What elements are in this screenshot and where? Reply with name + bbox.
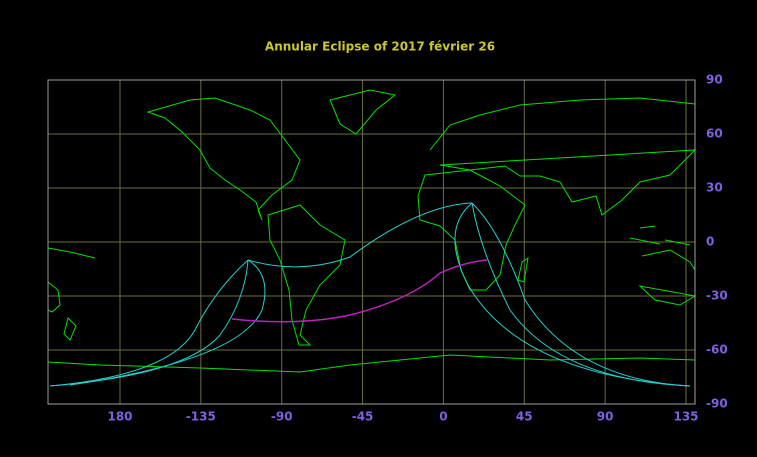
y-tick-label: 30 (706, 181, 723, 195)
australia-east (47, 281, 61, 313)
greenland (329, 89, 397, 135)
x-tick-label: -45 (352, 410, 374, 424)
x-tick-label: 90 (597, 410, 614, 424)
antarctica (47, 354, 696, 373)
graticule (48, 80, 695, 404)
y-tick-label: 90 (706, 73, 723, 87)
x-tick-label: 180 (107, 410, 132, 424)
eurasia (429, 97, 697, 216)
map-title: Annular Eclipse of 2017 février 26 (265, 40, 495, 54)
x-tick-label: 0 (439, 410, 447, 424)
west-limit-3 (69, 259, 266, 386)
new-zealand (63, 317, 77, 341)
central-line (231, 259, 488, 323)
east-limit-2 (471, 202, 691, 387)
y-tick-label: -60 (706, 343, 728, 357)
x-tick-label: -135 (186, 410, 216, 424)
east-limit-3 (471, 202, 691, 387)
x-tick-label: 135 (673, 410, 698, 424)
south-america (267, 204, 346, 346)
eclipse-path (49, 202, 691, 387)
x-tick-label: -90 (271, 410, 293, 424)
west-limit-2 (49, 259, 249, 387)
north-america (146, 97, 301, 221)
madagascar (517, 256, 529, 283)
australia (638, 249, 697, 306)
east-limit-1 (454, 202, 691, 387)
map-frame (47, 79, 696, 405)
west-limit-1 (49, 259, 249, 387)
y-tick-label: 60 (706, 127, 723, 141)
northern-limit (247, 202, 473, 268)
indonesia (47, 225, 691, 259)
y-tick-label: 0 (706, 235, 714, 249)
coastlines (47, 89, 697, 373)
y-tick-label: -30 (706, 289, 728, 303)
x-tick-label: 45 (516, 410, 533, 424)
y-tick-label: -90 (706, 397, 728, 411)
africa (417, 169, 526, 291)
